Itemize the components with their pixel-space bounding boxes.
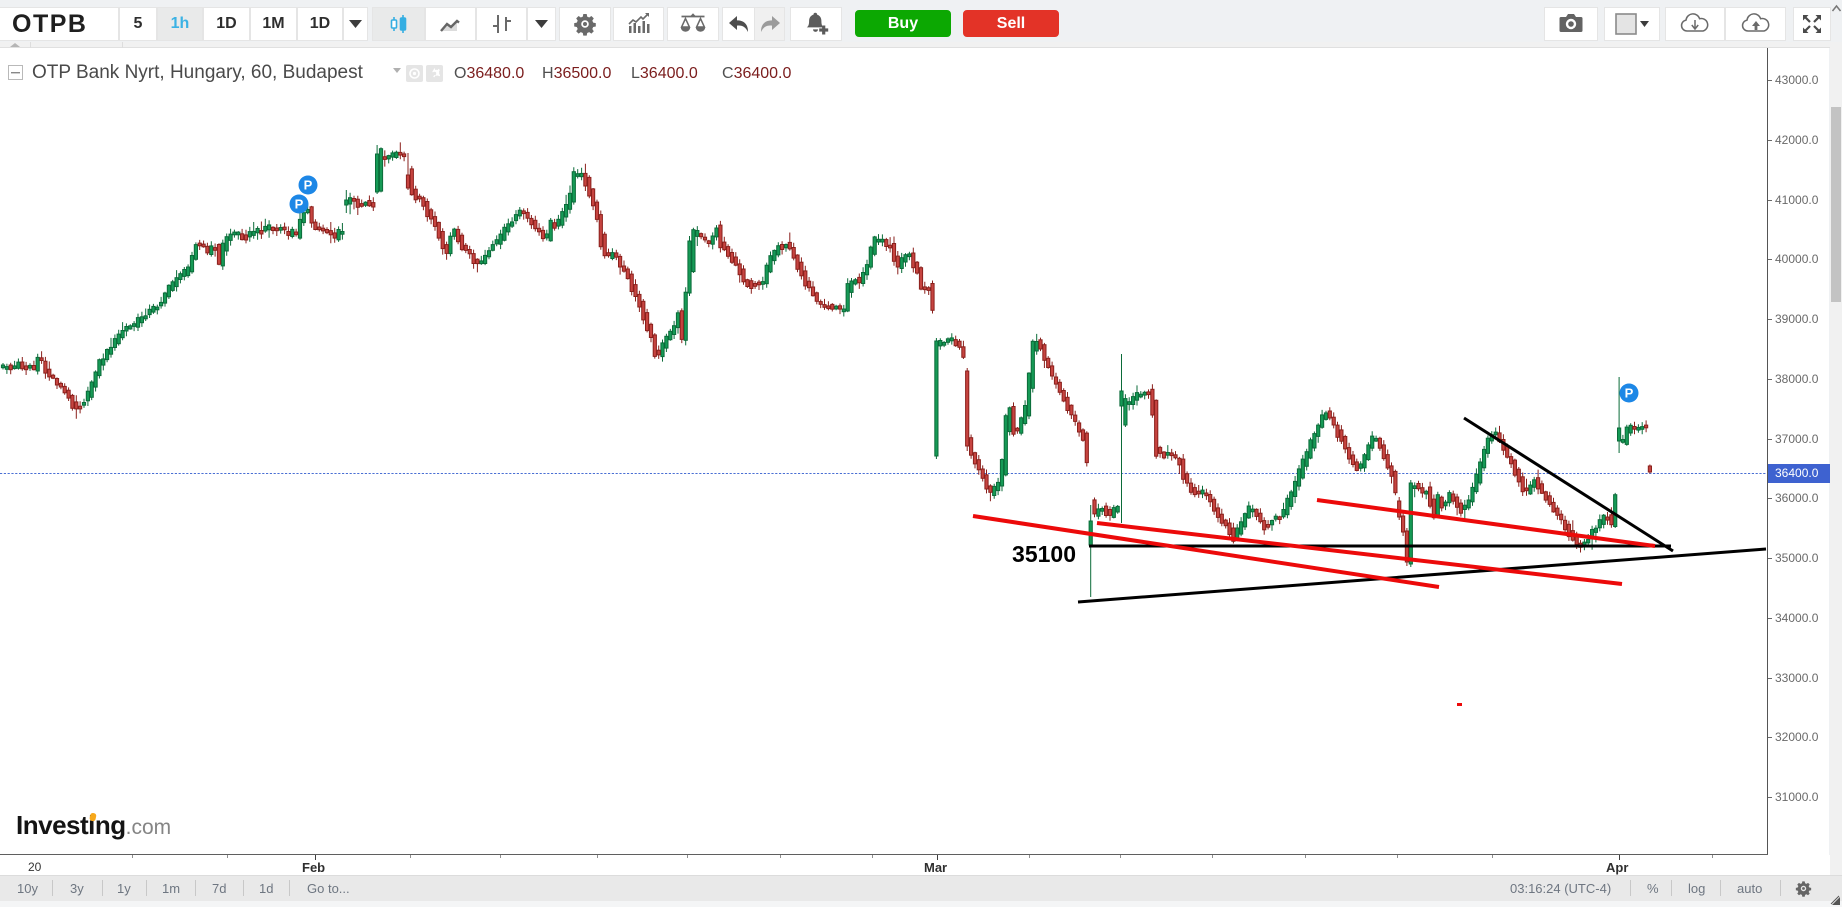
svg-text:P: P (304, 178, 313, 193)
svg-text:35100: 35100 (1012, 541, 1076, 567)
svg-text:P: P (295, 197, 304, 212)
svg-text:P: P (1625, 386, 1634, 401)
